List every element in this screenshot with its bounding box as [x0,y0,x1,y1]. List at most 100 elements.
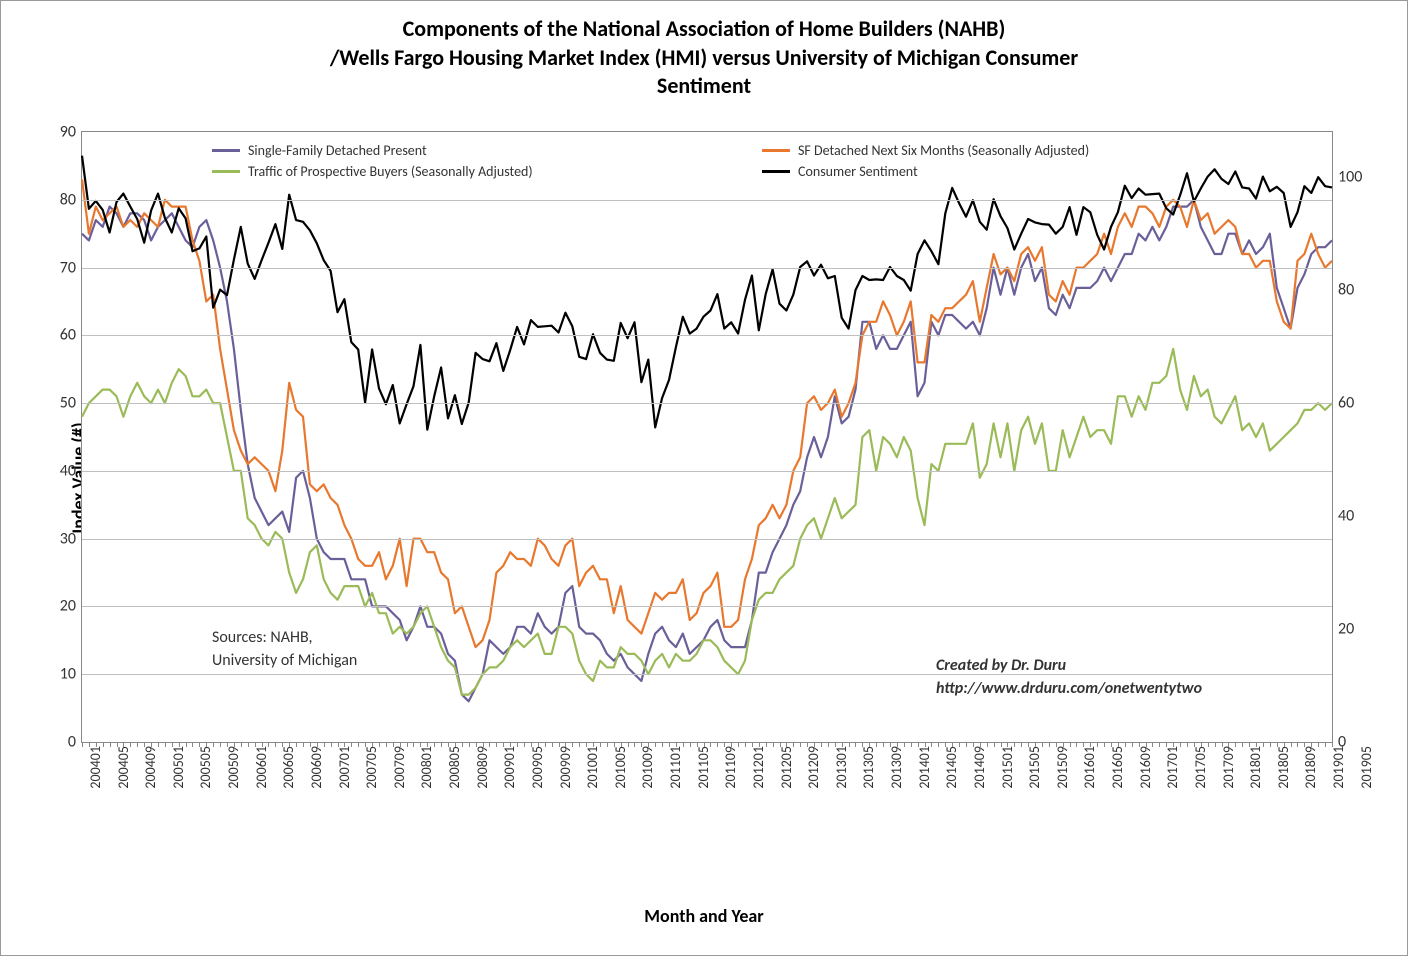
x-tick [213,742,214,747]
x-tick [317,742,318,747]
x-tick-label: 201805 [1275,746,1292,789]
x-tick-label: 200505 [197,746,214,789]
x-tick [427,742,428,747]
x-tick [338,742,339,747]
x-tick [662,742,663,747]
x-tick [780,742,781,747]
y-left-tick-label: 70 [60,258,76,277]
x-tick [151,742,152,747]
x-tick-label: 200801 [418,746,435,789]
x-tick [607,742,608,747]
x-tick [365,742,366,747]
x-tick [621,742,622,747]
x-tick [192,742,193,747]
x-tick [773,742,774,747]
x-tick [1152,742,1153,747]
gridline [82,335,1332,336]
y-right-tick-label: 60 [1338,394,1354,413]
gridline [82,674,1332,675]
x-tick [1222,742,1223,747]
x-tick-label: 201501 [999,746,1016,789]
x-tick [1035,742,1036,747]
x-tick-label: 201209 [805,746,822,789]
x-tick [987,742,988,747]
x-tick [268,742,269,747]
y-right-tick-label: 20 [1338,620,1354,639]
x-tick-label: 201301 [833,746,850,789]
x-tick-label: 201809 [1302,746,1319,789]
x-tick [220,742,221,747]
x-tick [1311,742,1312,747]
x-tick [559,742,560,747]
gridline [82,471,1332,472]
x-tick [476,742,477,747]
x-tick [144,742,145,747]
x-tick [925,742,926,747]
x-tick [697,742,698,747]
title-line-1: Components of the National Association o… [1,15,1407,44]
x-tick-label: 201409 [971,746,988,789]
x-tick-label: 201005 [612,746,629,789]
x-tick-label: 200509 [225,746,242,789]
x-tick-label: 201001 [584,746,601,789]
x-tick [1332,742,1333,747]
x-tick [234,742,235,747]
gridline [82,403,1332,404]
x-tick-label: 200809 [474,746,491,789]
x-tick [407,742,408,747]
x-tick-label: 201309 [888,746,905,789]
x-tick [876,742,877,747]
x-tick [1270,742,1271,747]
x-tick [1256,742,1257,747]
x-tick-label: 201801 [1247,746,1264,789]
title-line-3: Sentiment [1,72,1407,101]
credit-line-2: http://www.drduru.com/onetwentytwo [936,678,1202,700]
x-tick [165,742,166,747]
x-tick [1242,742,1243,747]
x-tick [1125,742,1126,747]
x-tick [503,742,504,747]
x-tick-label: 201509 [1054,746,1071,789]
x-tick [117,742,118,747]
x-tick-label: 201009 [639,746,656,789]
x-tick [344,742,345,747]
x-tick-label: 201109 [722,746,739,789]
x-tick-label: 200409 [142,746,159,789]
x-tick [386,742,387,747]
x-tick [641,742,642,747]
x-tick-label: 201705 [1192,746,1209,789]
x-tick [1090,742,1091,747]
x-tick [600,742,601,747]
x-tick-label: 200901 [501,746,518,789]
source-line-1: Sources: NAHB, [212,627,357,649]
x-tick [959,742,960,747]
x-tick [1187,742,1188,747]
source-line-2: University of Michigan [212,650,357,672]
x-tick [1076,742,1077,747]
x-axis-title: Month and Year [644,905,763,927]
title-line-2: /Wells Fargo Housing Market Index (HMI) … [1,44,1407,73]
x-tick [303,742,304,747]
x-tick [710,742,711,747]
x-tick [869,742,870,747]
x-tick [1132,742,1133,747]
x-tick [172,742,173,747]
y-left-tick-label: 20 [60,597,76,616]
series-sf_present [82,200,1332,702]
x-tick [669,742,670,747]
y-left-tick-label: 0 [68,733,76,752]
x-tick [883,742,884,747]
x-tick [676,742,677,747]
x-tick-label: 201205 [778,746,795,789]
chart-title: Components of the National Association o… [1,1,1407,101]
x-tick [918,742,919,747]
x-tick [110,742,111,747]
gridline [82,268,1332,269]
x-tick [690,742,691,747]
x-tick [945,742,946,747]
x-tick [1318,742,1319,747]
x-tick [862,742,863,747]
plot-area: Single-Family Detached PresentSF Detache… [81,131,1333,743]
x-tick [358,742,359,747]
x-tick [310,742,311,747]
